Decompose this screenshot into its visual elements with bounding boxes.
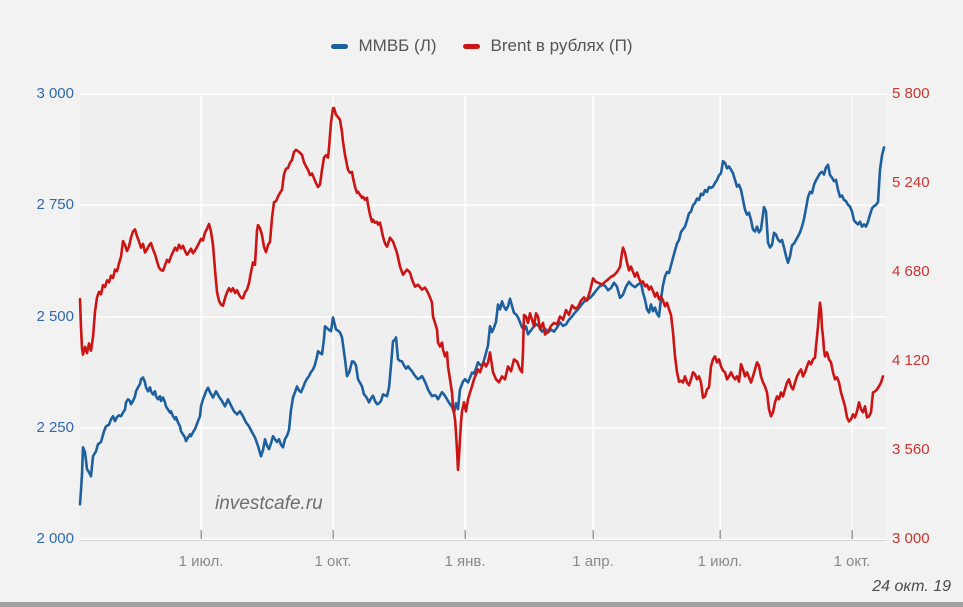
y-axis-right: 5 800 5 240 4 680 4 120 3 560 3 000 — [892, 86, 962, 547]
legend-item-brent[interactable]: Brent в рублях (П) — [462, 36, 633, 56]
x-axis-tick-label: 1 июл. — [697, 553, 743, 570]
brent-series-line — [78, 106, 885, 472]
y-axis-left-tick-label: 3 000 — [36, 85, 74, 102]
legend: ММВБ (Л) Brent в рублях (П) — [330, 36, 633, 56]
x-axis-tick-label: 1 июл. — [178, 553, 224, 570]
x-axis-tick-label: 1 апр. — [572, 553, 614, 570]
date-note: 24 окт. 19 — [872, 578, 951, 595]
plot-area[interactable] — [78, 93, 886, 541]
x-axis-tick-label: 1 окт. — [833, 553, 871, 570]
y-axis-left-tick-label: 2 750 — [36, 196, 74, 213]
brent-series-label: Brent в рублях (П) — [490, 36, 633, 55]
y-axis-right-tick-label: 4 680 — [892, 263, 930, 280]
plot-svg — [78, 93, 886, 540]
brent-series-marker — [462, 43, 480, 49]
x-axis-tick-label: 1 янв. — [444, 553, 486, 570]
y-axis-right-tick-label: 5 800 — [892, 85, 930, 102]
y-axis-right-tick-label: 4 120 — [892, 352, 930, 369]
watermark: investcafe.ru — [215, 493, 323, 514]
y-axis-right-tick-label: 5 240 — [892, 174, 930, 191]
y-axis-left-tick-label: 2 000 — [36, 530, 74, 547]
y-axis-left-tick-label: 2 250 — [36, 419, 74, 436]
y-axis-left-tick-label: 2 500 — [36, 308, 74, 325]
mmvb-series-marker — [330, 43, 348, 49]
x-axis-tick-label: 1 окт. — [314, 553, 352, 570]
mmvb-series-line — [78, 146, 886, 506]
x-axis: 1 июл. 1 окт. 1 янв. 1 апр. 1 июл. 1 окт. — [80, 553, 886, 573]
y-axis-right-tick-label: 3 560 — [892, 441, 930, 458]
y-axis-left: 3 000 2 750 2 500 2 250 2 000 — [0, 86, 74, 547]
mmvb-series-label: ММВБ (Л) — [358, 36, 437, 55]
legend-item-mmvb[interactable]: ММВБ (Л) — [330, 36, 437, 56]
y-axis-right-tick-label: 3 000 — [892, 530, 930, 547]
bottom-bar — [0, 602, 963, 607]
